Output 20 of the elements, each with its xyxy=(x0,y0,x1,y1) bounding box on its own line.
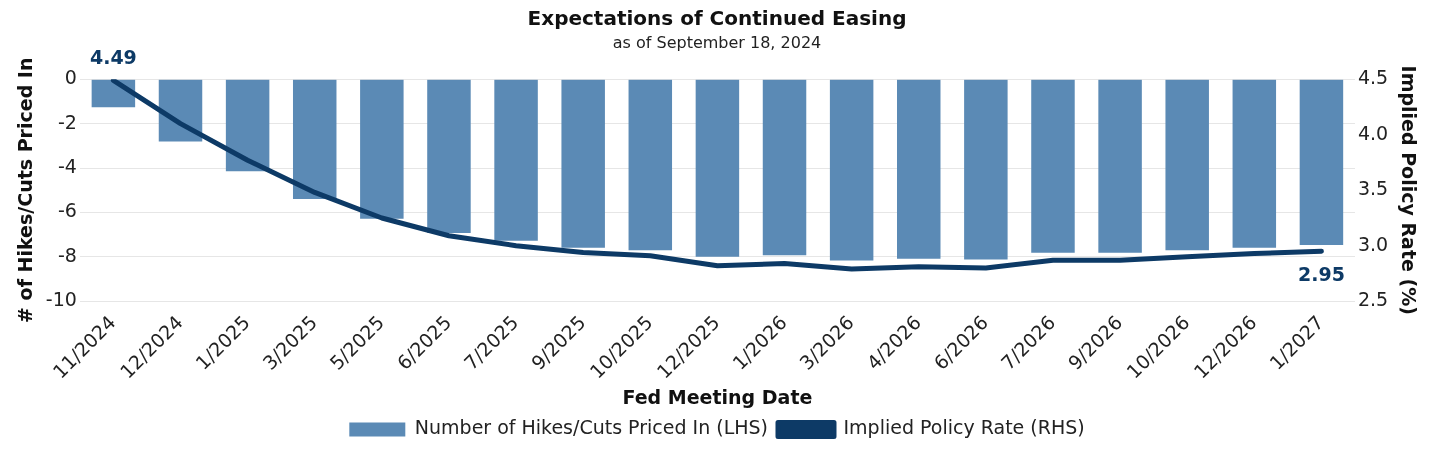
legend-label: Implied Policy Rate (RHS) xyxy=(843,416,1085,439)
y2-tick-label: 2.5 xyxy=(1357,288,1389,311)
y2-tick-label: 3.5 xyxy=(1357,177,1389,200)
y2-tick-label: 4.5 xyxy=(1357,66,1389,89)
y-tick-label: -4 xyxy=(57,154,77,177)
y-tick-label: -10 xyxy=(45,288,77,311)
y-tick-label: 0 xyxy=(64,66,77,89)
y2-tick-label: 3.0 xyxy=(1357,232,1389,255)
y-tick-label: -6 xyxy=(57,199,77,222)
y2-tick-label: 4.0 xyxy=(1357,121,1389,144)
data-label: 2.95 xyxy=(1297,262,1345,285)
chart-subtitle: as of September 18, 2024 xyxy=(612,32,822,52)
data-label: 4.49 xyxy=(89,45,137,68)
chart-title: Expectations of Continued Easing xyxy=(527,6,907,31)
x-axis-title: Fed Meeting Date xyxy=(622,385,813,408)
y-tick-label: -8 xyxy=(57,243,77,266)
y-tick-label: -2 xyxy=(57,110,77,133)
y-axis-title: # of Hikes/Cuts Priced In xyxy=(14,57,37,323)
legend-label: Number of Hikes/Cuts Priced In (LHS) xyxy=(414,416,769,439)
y2-axis-title: Implied Policy Rate (%) xyxy=(1397,65,1420,315)
